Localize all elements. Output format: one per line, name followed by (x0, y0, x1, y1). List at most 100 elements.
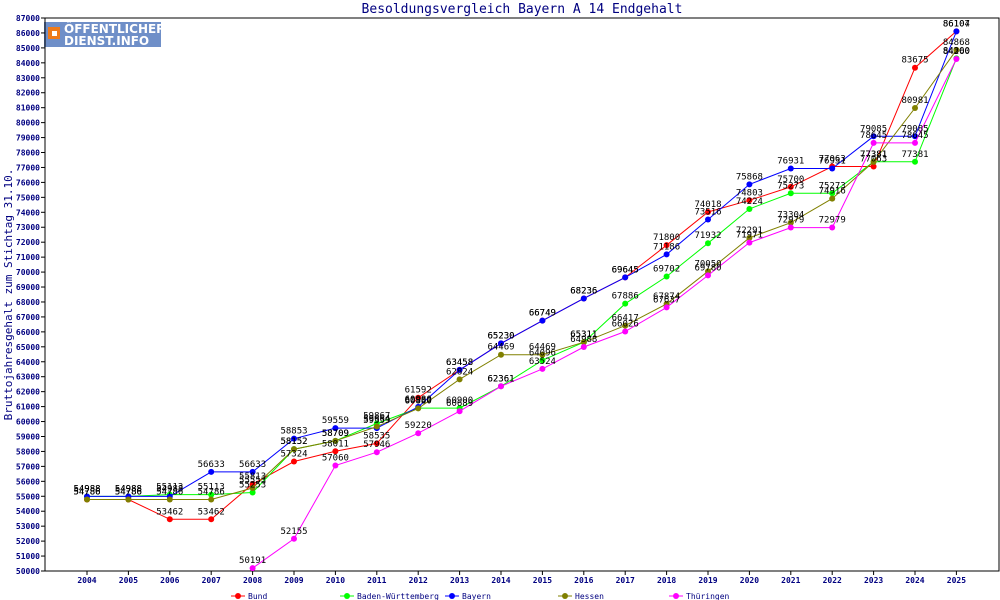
series-bayern-point (870, 133, 877, 140)
series-bund-point (291, 458, 297, 465)
y-tick-label: 73000 (16, 223, 40, 232)
series-baden-w-rttemberg-line (87, 58, 957, 497)
series-hessen-data-label: 66417 (612, 314, 639, 324)
series-bayern-data-label: 73516 (694, 208, 721, 218)
series-bund-data-label: 77063 (819, 155, 846, 165)
x-tick-label: 2011 (367, 576, 386, 585)
series-baden-w-rttemberg-point (622, 300, 629, 307)
series-bund-data-label: 61592 (405, 386, 432, 396)
series-layer (84, 28, 960, 572)
series-baden-w-rttemberg-data-label: 65311 (570, 330, 597, 340)
series-hessen-data-label: 64469 (529, 343, 556, 353)
series-th-ringen-data-label: 78645 (901, 131, 928, 141)
series-hessen-point (84, 496, 90, 503)
y-tick-label: 75000 (16, 193, 40, 202)
series-hessen-point (498, 351, 504, 358)
series-bund-point (166, 516, 173, 523)
series-baden-w-rttemberg-data-label: 58709 (322, 429, 349, 439)
series-baden-w-rttemberg-data-label: 55113 (198, 483, 225, 493)
series-bund-data-label: 71800 (653, 233, 680, 243)
series-bayern-data-label: 56633 (198, 460, 225, 470)
series-th-ringen-point (415, 430, 422, 437)
legend-label: Bayern (462, 592, 491, 600)
series-bund-point (663, 242, 670, 249)
series-hessen-point (291, 446, 297, 453)
series-bayern-data-label: 76931 (819, 156, 846, 166)
series-bayern-point (663, 251, 670, 258)
series-bayern-point (332, 425, 339, 432)
legend: Bund Baden-Württemberg Bayern Hessen Thüring… (231, 592, 730, 600)
x-tick-label: 2018 (657, 576, 676, 585)
series-hessen-point (456, 376, 463, 383)
x-tick-label: 2014 (491, 576, 510, 585)
y-tick-label: 81000 (16, 104, 40, 113)
series-bund-point (787, 183, 794, 190)
series-baden-w-rttemberg-data-label: 55113 (156, 483, 183, 493)
y-tick-label: 83000 (16, 74, 40, 83)
series-bayern-data-label: 59559 (322, 416, 349, 426)
y-tick-label: 67000 (16, 313, 40, 322)
series-baden-w-rttemberg-data-label: 54988 (115, 484, 142, 494)
x-tick-label: 2021 (781, 576, 800, 585)
y-tick-label: 69000 (16, 283, 40, 292)
series-hessen-point (829, 195, 836, 202)
series-hessen-data-label: 84868 (943, 38, 970, 48)
series-th-ringen-line (252, 58, 957, 569)
series-hessen-data-label: 54786 (156, 487, 183, 497)
series-hessen-data-label: 58152 (280, 437, 307, 447)
series-baden-w-rttemberg-point (746, 205, 753, 212)
x-tick-label: 2005 (119, 576, 138, 585)
series-th-ringen-point (539, 365, 546, 372)
series-hessen-point (208, 496, 215, 503)
y-tick-label: 78000 (16, 149, 40, 158)
y-tick-label: 60000 (16, 418, 40, 427)
series-hessen-data-label: 64469 (487, 343, 514, 353)
series-hessen-data-label: 59664 (363, 415, 390, 425)
series-bund-point (912, 64, 918, 71)
series-bayern-data-label: 56633 (239, 460, 266, 470)
series-bayern-data-label: 60980 (405, 395, 432, 405)
series-th-ringen-point (373, 449, 380, 456)
series-bayern-line (87, 31, 957, 497)
y-tick-label: 66000 (16, 328, 40, 337)
series-baden-w-rttemberg-data-label: 62361 (487, 374, 514, 384)
series-th-ringen-data-label: 52155 (280, 527, 307, 537)
series-hessen-data-label: 60880 (405, 396, 432, 406)
series-baden-w-rttemberg-point (663, 273, 670, 280)
series-bayern-point (249, 468, 256, 475)
y-tick-label: 86000 (16, 29, 40, 38)
legend-swatch-marker (235, 593, 241, 599)
series-hessen-point (415, 405, 422, 412)
series-bund-data-label: 53462 (156, 507, 183, 517)
series-bayern-data-label: 68236 (570, 286, 597, 296)
series-hessen-point (580, 339, 587, 346)
series-th-ringen-data-label: 63524 (529, 357, 556, 367)
x-tick-label: 2012 (409, 576, 428, 585)
series-hessen-point (125, 496, 132, 503)
series-bund-data-label: 55813 (239, 472, 266, 482)
series-hessen-data-label: 80981 (901, 96, 928, 106)
legend-swatch-marker (673, 593, 679, 599)
legend-swatch-marker (449, 593, 455, 599)
series-baden-w-rttemberg-point (208, 491, 215, 498)
series-hessen-point (166, 496, 173, 503)
x-tick-label: 2010 (326, 576, 345, 585)
series-baden-w-rttemberg-point (539, 357, 546, 364)
x-tick-label: 2007 (202, 576, 221, 585)
series-hessen-data-label: 74916 (819, 187, 846, 197)
series-th-ringen-point (829, 224, 836, 231)
series-bayern-data-label: 75868 (736, 172, 763, 182)
series-bayern-data-label: 66749 (529, 309, 556, 319)
series-baden-w-rttemberg-data-label: 75273 (819, 181, 846, 191)
legend-swatch-marker (562, 593, 568, 599)
y-tick-label: 63000 (16, 373, 40, 382)
series-hessen-point (249, 485, 256, 492)
y-tick-label: 87000 (16, 14, 40, 23)
x-tick-label: 2022 (823, 576, 842, 585)
series-hessen-point (373, 423, 380, 430)
y-tick-label: 51000 (16, 552, 40, 561)
y-tick-label: 57000 (16, 462, 40, 471)
y-tick-label: 53000 (16, 522, 40, 531)
series-bund-data-label: 83675 (901, 56, 928, 66)
series-hessen-data-label: 55553 (239, 476, 266, 486)
